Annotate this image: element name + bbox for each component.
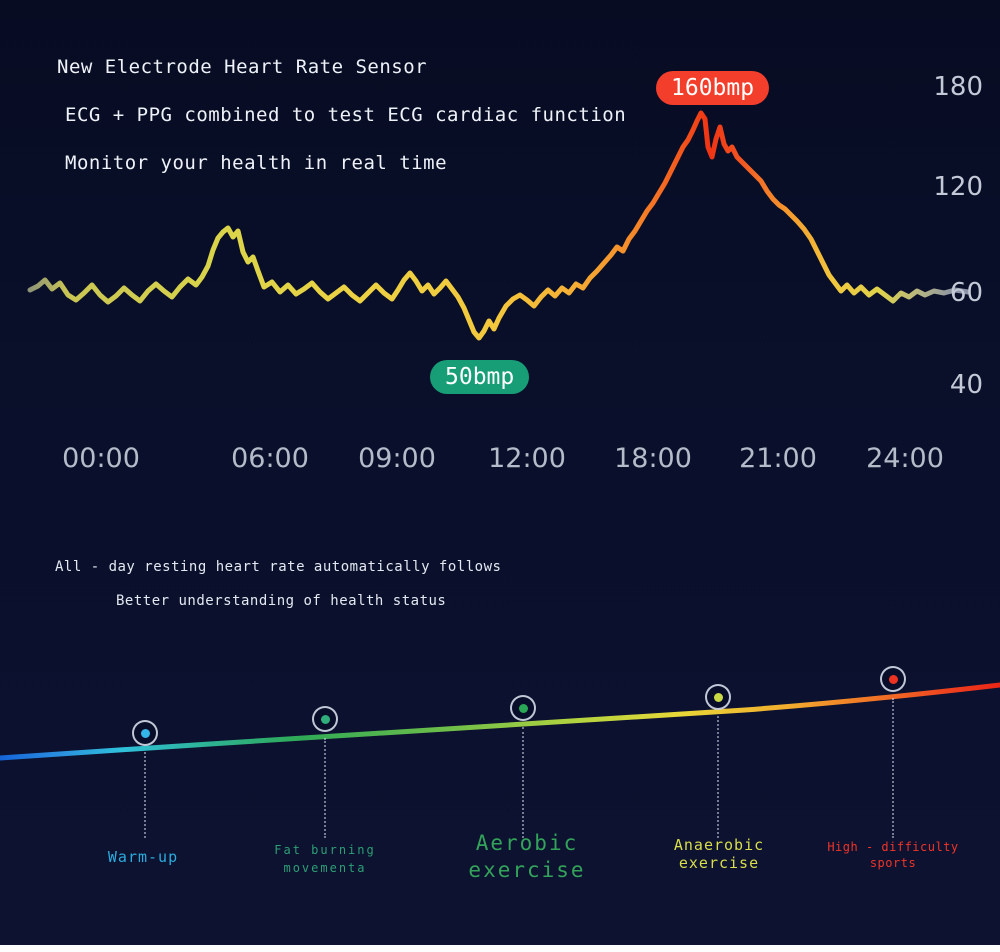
- low-bpm-badge: 50bmp: [430, 360, 530, 394]
- x-axis-tick-1200: 12:00: [488, 443, 566, 474]
- x-axis-tick-1800: 18:00: [614, 443, 692, 474]
- zone-connector-warm-up: [144, 752, 146, 838]
- zone-label-line: exercise: [468, 858, 586, 882]
- zone-label-line: Anaerobic: [673, 836, 765, 854]
- x-axis-tick-2100: 21:00: [739, 443, 817, 474]
- hero-line-3: Monitor your health in real time: [65, 152, 448, 174]
- x-axis-tick-0900: 09:00: [358, 443, 436, 474]
- x-axis-tick-0600: 06:00: [231, 443, 309, 474]
- caption-line-2: Better understanding of health status: [116, 593, 447, 609]
- zone-label-high-difficulty: High - difficulty sports: [827, 839, 958, 871]
- y-axis-tick-40: 40: [949, 370, 983, 400]
- heart-rate-line-chart: [27, 110, 971, 341]
- caption-line-1: All - day resting heart rate automatical…: [55, 559, 502, 575]
- zone-label-line: Fat burning: [274, 843, 376, 857]
- zone-marker-warm-up: [132, 720, 158, 746]
- zone-connector-aerobic: [522, 727, 524, 838]
- intensity-gradient-line: [0, 682, 1000, 761]
- zone-label-anaerobic: Anaerobic exercise: [674, 836, 764, 872]
- zone-label-line: exercise: [678, 854, 760, 872]
- fat-burning-dot-icon: [320, 714, 330, 724]
- zone-label-line: movementa: [283, 861, 367, 875]
- zone-connector-anaerobic: [717, 716, 719, 838]
- zone-connector-high-difficulty: [892, 698, 894, 838]
- x-axis-tick-2400: 24:00: [866, 443, 944, 474]
- zone-label-line: High - difficulty: [827, 840, 959, 854]
- zone-label-line: Warm-up: [107, 848, 179, 866]
- warm-up-dot-icon: [140, 728, 150, 738]
- zone-connector-fat-burning: [324, 738, 326, 838]
- hero-line-1: New Electrode Heart Rate Sensor: [57, 56, 428, 78]
- peak-bpm-badge: 160bmp: [656, 71, 770, 105]
- zone-marker-anaerobic: [705, 684, 731, 710]
- hero-line-2: ECG + PPG combined to test ECG cardiac f…: [65, 104, 627, 126]
- zone-label-line: Aerobic: [475, 831, 579, 855]
- intensity-curve: [0, 682, 1000, 761]
- aerobic-dot-icon: [518, 703, 528, 713]
- anaerobic-dot-icon: [713, 692, 723, 702]
- zone-label-fat-burning: Fat burning movementa: [274, 841, 375, 877]
- zone-label-aerobic: Aerobic exercise: [468, 830, 585, 884]
- zone-marker-aerobic: [510, 695, 536, 721]
- y-axis-tick-120: 120: [933, 172, 983, 202]
- y-axis-tick-180: 180: [933, 72, 983, 102]
- heart-rate-curve: [27, 110, 971, 341]
- bottom-margin: [0, 945, 1000, 952]
- high-difficulty-dot-icon: [888, 674, 898, 684]
- zone-marker-fat-burning: [312, 706, 338, 732]
- zone-marker-high-difficulty: [880, 666, 906, 692]
- zone-label-line: sports: [869, 856, 917, 870]
- y-axis-tick-60: 60: [949, 278, 983, 308]
- zone-label-warm-up: Warm-up: [108, 848, 178, 867]
- x-axis-tick-0000: 00:00: [62, 443, 140, 474]
